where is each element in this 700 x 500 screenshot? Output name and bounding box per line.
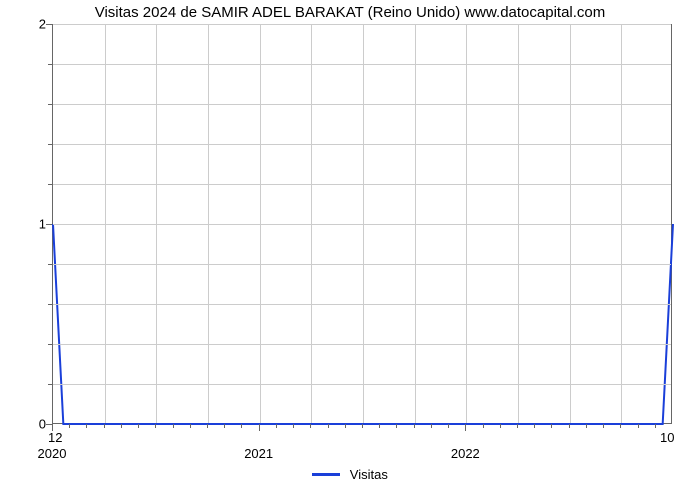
x-tick-minor — [241, 424, 242, 428]
x-tick-minor — [328, 424, 329, 428]
x-tick-minor — [86, 424, 87, 428]
gridline-h-minor — [53, 104, 671, 105]
x-tick — [259, 424, 260, 431]
y-tick-minor — [48, 64, 52, 65]
gridline-h-minor — [53, 344, 671, 345]
x-tick-minor — [448, 424, 449, 428]
x-tick-minor — [638, 424, 639, 428]
y-tick — [46, 224, 52, 225]
x-tick-minor — [173, 424, 174, 428]
x-tick-minor — [224, 424, 225, 428]
x-tick — [465, 424, 466, 431]
gridline-h-minor — [53, 384, 671, 385]
legend-swatch — [312, 473, 340, 476]
x-tick-minor — [551, 424, 552, 428]
x-tick-minor — [104, 424, 105, 428]
x-tick-label: 2022 — [451, 446, 480, 461]
gridline-v — [156, 24, 157, 423]
x-tick-minor — [586, 424, 587, 428]
gridline-v — [621, 24, 622, 423]
x-tick-minor — [517, 424, 518, 428]
gridline-h-minor — [53, 264, 671, 265]
y-tick-minor — [48, 104, 52, 105]
x-tick-minor — [603, 424, 604, 428]
x-tick-minor — [310, 424, 311, 428]
x-tick-minor — [620, 424, 621, 428]
plot-area — [52, 24, 672, 424]
y-tick-minor — [48, 144, 52, 145]
gridline-h — [53, 24, 671, 25]
legend: Visitas — [0, 466, 700, 482]
x-tick-minor — [431, 424, 432, 428]
x-tick-minor — [121, 424, 122, 428]
chart-title: Visitas 2024 de SAMIR ADEL BARAKAT (Rein… — [0, 4, 700, 21]
legend-label: Visitas — [350, 467, 388, 482]
gridline-v — [208, 24, 209, 423]
gridline-h-minor — [53, 184, 671, 185]
x-tick-minor — [345, 424, 346, 428]
y-tick-minor — [48, 344, 52, 345]
series-start-label: 12 — [48, 430, 62, 445]
y-tick-label: 1 — [16, 217, 46, 232]
y-tick — [46, 24, 52, 25]
gridline-v — [466, 24, 467, 423]
x-tick-label: 2020 — [38, 446, 67, 461]
y-tick-minor — [48, 264, 52, 265]
gridline-v — [518, 24, 519, 423]
gridline-h-minor — [53, 64, 671, 65]
gridline-v — [105, 24, 106, 423]
gridline-v — [363, 24, 364, 423]
gridline-v — [570, 24, 571, 423]
x-tick-minor — [500, 424, 501, 428]
y-tick-label: 0 — [16, 417, 46, 432]
x-tick-minor — [569, 424, 570, 428]
series-end-label: 10 — [660, 430, 674, 445]
gridline-h-minor — [53, 144, 671, 145]
x-tick-minor — [155, 424, 156, 428]
x-tick-minor — [138, 424, 139, 428]
x-tick-minor — [414, 424, 415, 428]
y-tick-minor — [48, 304, 52, 305]
visits-chart: Visitas 2024 de SAMIR ADEL BARAKAT (Rein… — [0, 0, 700, 500]
y-tick-minor — [48, 184, 52, 185]
x-tick-minor — [655, 424, 656, 428]
y-tick-label: 2 — [16, 17, 46, 32]
x-tick-label: 2021 — [244, 446, 273, 461]
gridline-v — [415, 24, 416, 423]
x-tick-minor — [396, 424, 397, 428]
x-tick-minor — [190, 424, 191, 428]
x-tick-minor — [362, 424, 363, 428]
x-tick-minor — [69, 424, 70, 428]
x-tick-minor — [483, 424, 484, 428]
gridline-h — [53, 224, 671, 225]
x-tick-minor — [379, 424, 380, 428]
x-tick-minor — [293, 424, 294, 428]
x-tick-minor — [276, 424, 277, 428]
gridline-v — [311, 24, 312, 423]
gridline-h-minor — [53, 304, 671, 305]
y-tick-minor — [48, 384, 52, 385]
x-tick-minor — [207, 424, 208, 428]
gridline-v — [260, 24, 261, 423]
x-tick-minor — [534, 424, 535, 428]
